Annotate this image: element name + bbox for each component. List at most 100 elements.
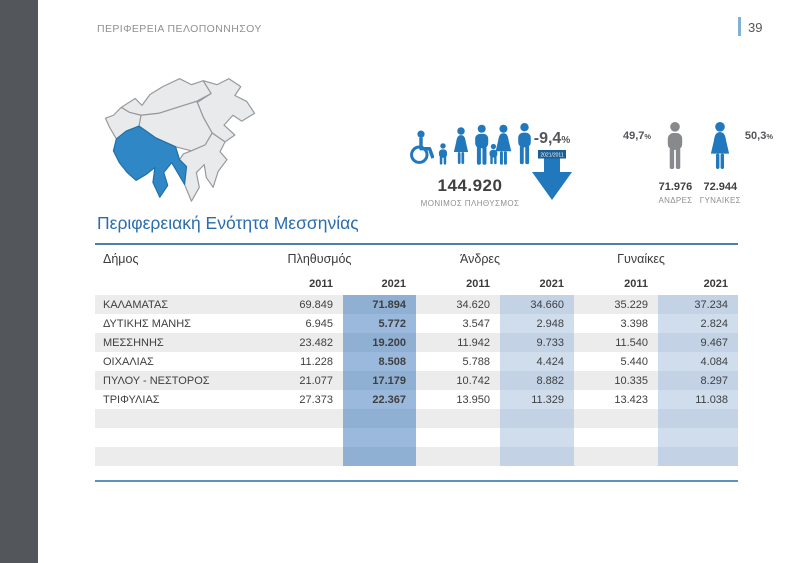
male-count: 71.976 — [658, 181, 693, 193]
table-row: ΠΥΛΟΥ - ΝΕΣΤΟΡΟΣ 21.077 17.179 10.742 8.882 1… — [95, 371, 739, 390]
cell-empty — [416, 447, 501, 466]
year-header: 2011 — [466, 278, 491, 290]
cell-wom2011: 13.423 — [574, 390, 659, 409]
female-count: 72.944 — [703, 181, 738, 193]
cell-empty — [574, 428, 659, 447]
municipalities-table: Δήμος Πληθυσμός Άνδρες Γυναίκες 2011 202… — [95, 243, 739, 482]
cell-name: ΤΡΙΦΥΛΙΑΣ — [95, 390, 253, 409]
document-page: ΠΕΡΙΦΕΡΕΙΑ ΠΕΛΟΠΟΝΝΗΣΟΥ 39 — [38, 0, 800, 563]
cell-name: ΔΥΤΙΚΗΣ ΜΑΝΗΣ — [95, 314, 253, 333]
table-row: ΤΡΙΦΥΛΙΑΣ 27.373 22.367 13.950 11.329 13.423 1… — [95, 390, 739, 409]
cell-pop2021: 17.179 — [343, 371, 417, 390]
cell-empty — [253, 428, 343, 447]
page-number-bar — [738, 17, 741, 36]
cell-name: ΠΥΛΟΥ - ΝΕΣΤΟΡΟΣ — [95, 371, 253, 390]
table-row: ΚΑΛΑΜΑΤΑΣ 69.849 71.894 34.620 34.660 35.229 3… — [95, 295, 739, 314]
cell-men2021: 8.882 — [500, 371, 575, 390]
cell-pop2011: 11.228 — [253, 352, 343, 371]
year-header: 2011 — [624, 278, 649, 290]
male-label: ΑΝΔΡΕΣ — [658, 196, 693, 205]
cell-men2011: 13.950 — [416, 390, 501, 409]
peloponnese-region-map — [90, 56, 280, 214]
female-icon — [708, 122, 732, 175]
cell-men2021: 4.424 — [500, 352, 575, 371]
cell-empty — [416, 428, 501, 447]
man-icon — [516, 123, 533, 170]
cell-pop2011: 27.373 — [253, 390, 343, 409]
left-page-margin-band — [0, 0, 38, 563]
population-total: 144.920 — [437, 176, 503, 195]
cell-men2021: 34.660 — [500, 295, 575, 314]
cell-men2011: 34.620 — [416, 295, 501, 314]
cell-name: ΜΕΣΣΗΝΗΣ — [95, 333, 253, 352]
change-value: -9,4% — [533, 130, 571, 147]
cell-wom2011: 5.440 — [574, 352, 659, 371]
men-group-header: Άνδρες — [460, 252, 501, 266]
table-empty-row — [95, 447, 739, 466]
cell-pop2021: 8.508 — [343, 352, 417, 371]
section-title: Περιφερειακή Ενότητα Μεσσηνίας — [97, 213, 359, 233]
cell-name: ΚΑΛΑΜΑΤΑΣ — [95, 295, 253, 314]
cell-men2021: 9.733 — [500, 333, 575, 352]
male-percentage: 49,7% — [623, 130, 652, 142]
cell-wom2011: 10.335 — [574, 371, 659, 390]
cell-empty — [658, 447, 739, 466]
population-change: -9,4% 2021/2011 — [520, 130, 584, 204]
table-row: ΟΙΧΑΛΙΑΣ 11.228 8.508 5.788 4.424 5.440 4.084 — [95, 352, 739, 371]
family-icon — [473, 121, 513, 170]
cell-empty — [343, 409, 417, 428]
male-icon — [665, 122, 685, 175]
cell-name: ΟΙΧΑΛΙΑΣ — [95, 352, 253, 371]
municipality-column-header: Δήμος — [103, 252, 139, 266]
table-year-header-row: 2011 2021 2011 2021 2011 2021 — [95, 273, 738, 295]
cell-empty — [574, 447, 659, 466]
cell-empty — [343, 428, 417, 447]
cell-pop2021: 71.894 — [343, 295, 417, 314]
table-row: ΜΕΣΣΗΝΗΣ 23.482 19.200 11.942 9.733 11.540 9.4… — [95, 333, 739, 352]
cell-empty — [500, 447, 575, 466]
cell-wom2021: 11.038 — [658, 390, 739, 409]
wheelchair-icon — [408, 129, 435, 170]
page-number: 39 — [748, 20, 763, 35]
cell-empty — [95, 428, 253, 447]
table-body: ΚΑΛΑΜΑΤΑΣ 69.849 71.894 34.620 34.660 35.229 3… — [95, 295, 739, 466]
cell-empty — [658, 409, 739, 428]
cell-wom2011: 11.540 — [574, 333, 659, 352]
cell-men2011: 11.942 — [416, 333, 501, 352]
cell-pop2021: 22.367 — [343, 390, 417, 409]
cell-empty — [658, 428, 739, 447]
cell-empty — [500, 409, 575, 428]
female-label: ΓΥΝΑΙΚΕΣ — [699, 196, 741, 205]
cell-wom2021: 9.467 — [658, 333, 739, 352]
population-infographic: 144.920 ΜΟΝΙΜΟΣ ΠΛΗΘΥΣΜΟΣ — [408, 120, 533, 208]
map-region-messinia-highlight — [112, 125, 188, 198]
cell-empty — [253, 447, 343, 466]
women-group-header: Γυναίκες — [617, 252, 665, 266]
cell-wom2011: 3.398 — [574, 314, 659, 333]
cell-pop2011: 69.849 — [253, 295, 343, 314]
cell-empty — [95, 409, 253, 428]
cell-men2011: 10.742 — [416, 371, 501, 390]
female-percentage: 50,3% — [744, 130, 773, 142]
child-icon — [437, 143, 449, 170]
table-empty-row — [95, 428, 739, 447]
year-header: 2011 — [309, 278, 333, 290]
cell-empty — [574, 409, 659, 428]
cell-pop2021: 19.200 — [343, 333, 417, 352]
cell-pop2011: 21.077 — [253, 371, 343, 390]
cell-wom2021: 37.234 — [658, 295, 739, 314]
change-period-label: 2021/2011 — [540, 152, 563, 158]
cell-men2011: 5.788 — [416, 352, 501, 371]
table-bottom-rule — [95, 480, 738, 482]
page-header-title: ΠΕΡΙΦΕΡΕΙΑ ΠΕΛΟΠΟΝΝΗΣΟΥ — [97, 23, 262, 35]
year-header: 2021 — [381, 278, 407, 290]
cell-wom2021: 8.297 — [658, 371, 739, 390]
cell-pop2021: 5.772 — [343, 314, 417, 333]
year-header: 2021 — [539, 278, 565, 290]
cell-men2011: 3.547 — [416, 314, 501, 333]
table-row: ΔΥΤΙΚΗΣ ΜΑΝΗΣ 6.945 5.772 3.547 2.948 3.398 2.… — [95, 314, 739, 333]
cell-men2021: 2.948 — [500, 314, 575, 333]
cell-wom2021: 4.084 — [658, 352, 739, 371]
table-group-header-row: Δήμος Πληθυσμός Άνδρες Γυναίκες — [95, 245, 738, 273]
population-label: ΜΟΝΙΜΟΣ ΠΛΗΘΥΣΜΟΣ — [420, 199, 520, 208]
